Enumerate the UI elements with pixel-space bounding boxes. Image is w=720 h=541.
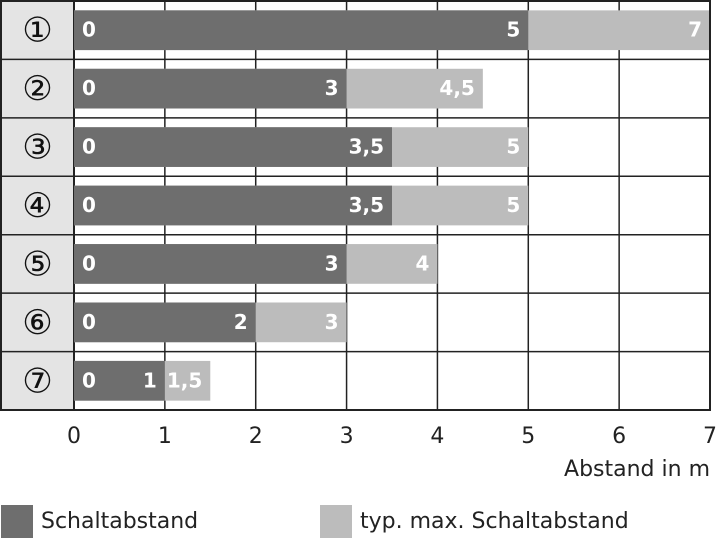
- bar-start-label: 0: [82, 76, 96, 100]
- bar: [74, 68, 347, 109]
- x-tick-label: 2: [249, 424, 263, 449]
- category-label: ④: [22, 186, 52, 226]
- bar: [74, 302, 256, 343]
- bar-start-label: 0: [82, 18, 96, 42]
- value-label: 3,5: [349, 135, 384, 159]
- value-label: 4: [416, 251, 430, 275]
- value-label: 3: [325, 310, 339, 334]
- bar: [74, 10, 529, 51]
- legend-swatch: [1, 505, 33, 538]
- x-tick-label: 4: [430, 424, 444, 449]
- bar-start-label: 0: [82, 368, 96, 392]
- legend-label: Schaltabstand: [41, 509, 198, 534]
- bar: [74, 185, 392, 226]
- bar-start-label: 0: [82, 193, 96, 217]
- x-tick-label: 3: [340, 424, 354, 449]
- category-column: [0, 0, 75, 411]
- bar: [74, 360, 165, 401]
- value-label: 1,5: [167, 368, 202, 392]
- bar-start-label: 0: [82, 310, 96, 334]
- value-label: 2: [234, 310, 248, 334]
- value-label: 4,5: [439, 76, 474, 100]
- value-label: 1: [143, 368, 157, 392]
- category-label: ⑦: [22, 361, 52, 401]
- x-tick-label: 5: [521, 424, 535, 449]
- value-label: 3,5: [349, 193, 384, 217]
- category-label: ③: [22, 128, 52, 168]
- x-tick-label: 7: [703, 424, 717, 449]
- bar-start-label: 0: [82, 251, 96, 275]
- plot-border: [0, 0, 711, 411]
- category-label: ②: [22, 69, 52, 109]
- x-axis-label: Abstand in m: [564, 457, 710, 482]
- legend-label: typ. max. Schaltabstand: [360, 509, 629, 534]
- value-label: 5: [506, 18, 520, 42]
- bar-start-label: 0: [82, 135, 96, 159]
- category-label: ①: [22, 11, 52, 51]
- value-label: 3: [325, 76, 339, 100]
- category-label: ⑤: [22, 244, 52, 284]
- value-label: 3: [325, 251, 339, 275]
- legend-swatch: [320, 505, 352, 538]
- x-tick-label: 1: [158, 424, 172, 449]
- value-label: 5: [506, 135, 520, 159]
- value-label: 7: [688, 18, 702, 42]
- bar: [74, 127, 392, 167]
- bar: [74, 244, 347, 284]
- value-label: 5: [506, 193, 520, 217]
- x-tick-label: 6: [612, 424, 626, 449]
- category-label: ⑥: [22, 303, 52, 343]
- x-tick-label: 0: [67, 424, 81, 449]
